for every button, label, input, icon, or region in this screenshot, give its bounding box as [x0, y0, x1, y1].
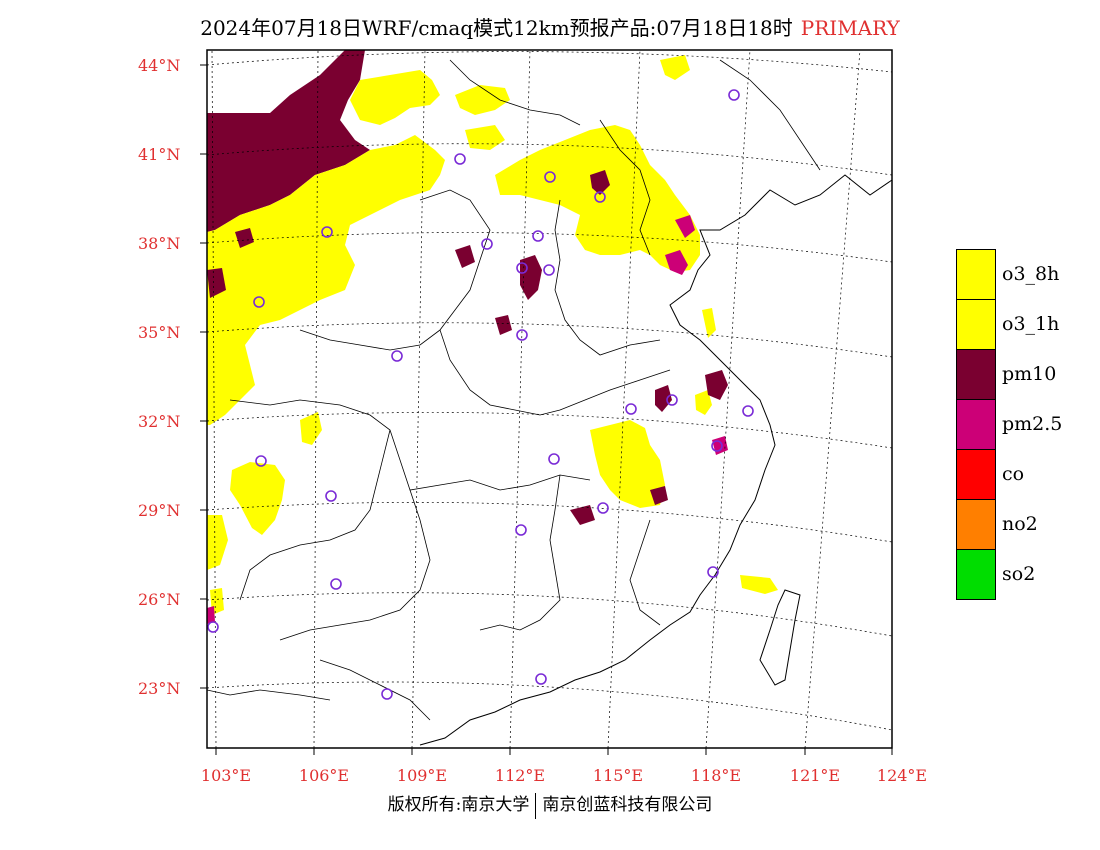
- o3-region: [465, 125, 505, 150]
- legend-label: co: [1002, 463, 1025, 485]
- pm10-region: [520, 255, 542, 300]
- o3-region: [590, 420, 665, 508]
- copyright-right: 南京创蓝科技有限公司: [542, 795, 713, 815]
- coastline: [419, 174, 892, 746]
- pm25-region: [675, 215, 695, 238]
- lon-label: 106°E: [298, 766, 350, 785]
- lat-label: 35°N: [138, 323, 181, 342]
- o3-region: [207, 515, 228, 570]
- pm25-region: [712, 436, 728, 455]
- legend-swatch: [956, 299, 996, 350]
- province-border: [599, 119, 651, 256]
- copyright-footer: 版权所有:南京大学 南京创蓝科技有限公司: [0, 790, 1100, 819]
- legend-swatch: [956, 399, 996, 450]
- lat-label: 44°N: [138, 56, 181, 75]
- footer-divider: [535, 792, 537, 819]
- province-border: [279, 489, 431, 641]
- province-border: [629, 519, 661, 626]
- province-border: [514, 369, 671, 416]
- lat-label: 29°N: [138, 501, 181, 520]
- lat-label: 38°N: [138, 234, 181, 253]
- province-border: [479, 474, 561, 631]
- legend-label: pm2.5: [1002, 413, 1063, 435]
- province-border: [207, 689, 331, 701]
- map-title: 2024年07月18日WRF/cmaq模式12km预报产品:07月18日18时 P…: [0, 12, 1100, 41]
- o3-region: [695, 390, 712, 415]
- lon-label: 103°E: [200, 766, 252, 785]
- lat-label: 32°N: [138, 412, 181, 431]
- legend-label: o3_1h: [1002, 313, 1060, 335]
- province-border: [554, 199, 661, 356]
- o3-region: [702, 308, 716, 338]
- title-text: 2024年07月18日WRF/cmaq模式12km预报产品:07月18日18时: [200, 16, 793, 40]
- province-border: [419, 189, 516, 411]
- o3-region: [740, 575, 778, 594]
- lon-label: 115°E: [592, 766, 644, 785]
- o3-region: [495, 125, 700, 272]
- pm10-region: [207, 50, 370, 232]
- pm10-region: [650, 486, 668, 505]
- lon-label: 124°E: [876, 766, 928, 785]
- province-border: [319, 659, 431, 721]
- copyright-left: 版权所有:南京大学: [387, 795, 530, 815]
- o3-region: [300, 412, 322, 445]
- legend-swatch: [956, 249, 996, 300]
- pm10-region: [570, 505, 595, 525]
- province-border: [229, 399, 591, 491]
- map-frame: [206, 49, 893, 749]
- province-border: [239, 429, 391, 601]
- legend-swatch: [956, 499, 996, 550]
- lon-label: 118°E: [690, 766, 742, 785]
- taiwan-outline: [759, 589, 801, 686]
- o3-region: [207, 135, 445, 425]
- pm10-region: [590, 170, 610, 195]
- legend-label: pm10: [1002, 363, 1057, 385]
- o3-region: [660, 55, 690, 80]
- pm10-region: [207, 268, 226, 298]
- title-tag: PRIMARY: [800, 16, 900, 40]
- legend-label: so2: [1002, 563, 1036, 585]
- o3-region: [455, 85, 510, 115]
- o3-region: [230, 462, 285, 535]
- pm10-region: [705, 370, 728, 400]
- lon-label: 121°E: [789, 766, 841, 785]
- province-border: [719, 59, 821, 171]
- pm25-region: [665, 250, 688, 275]
- lat-label: 23°N: [138, 679, 181, 698]
- legend-swatch: [956, 449, 996, 500]
- pm10-region: [495, 315, 512, 335]
- lon-label: 112°E: [494, 766, 546, 785]
- pm25-region: [207, 606, 215, 624]
- axis-ticks: [200, 64, 893, 755]
- province-border: [449, 59, 581, 126]
- lat-label: 41°N: [138, 145, 181, 164]
- o3-region: [350, 70, 440, 125]
- legend-swatch: [956, 549, 996, 600]
- station-markers: [207, 89, 754, 700]
- lon-label: 109°E: [396, 766, 448, 785]
- legend-label: no2: [1002, 513, 1038, 535]
- province-border: [299, 329, 441, 351]
- pm10-region: [655, 385, 672, 412]
- lat-label: 26°N: [138, 590, 181, 609]
- pm10-region: [455, 245, 475, 268]
- legend-label: o3_8h: [1002, 263, 1060, 285]
- pm10-region: [235, 228, 254, 248]
- legend-swatch: [956, 349, 996, 400]
